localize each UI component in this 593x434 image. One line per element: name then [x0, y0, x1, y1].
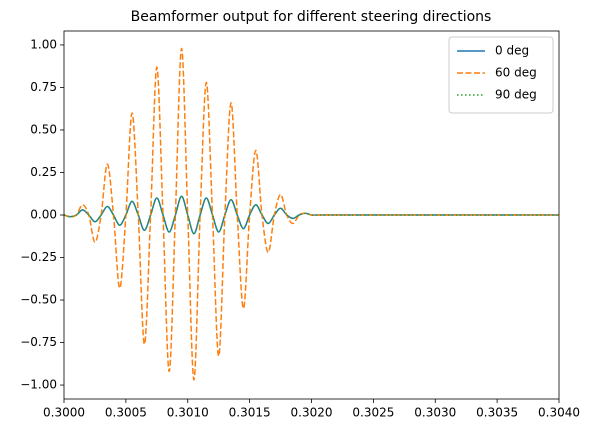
- series-line: [64, 47, 559, 381]
- y-tick-label: −0.25: [20, 250, 57, 264]
- x-tick-label: 0.3030: [414, 406, 456, 420]
- x-tick-label: 0.3015: [229, 406, 271, 420]
- x-tick-label: 0.3035: [476, 406, 518, 420]
- axes-frame: [63, 30, 560, 400]
- y-tick-label: −0.50: [20, 293, 57, 307]
- x-tick-label: 0.3000: [43, 406, 85, 420]
- legend-box: [448, 36, 554, 114]
- legend-label: 60 deg: [495, 66, 537, 80]
- x-tick-label: 0.3040: [538, 406, 580, 420]
- x-tick-label: 0.3025: [352, 406, 394, 420]
- y-tick-label: 0.25: [30, 165, 57, 179]
- chart-title: Beamformer output for different steering…: [131, 9, 492, 25]
- y-tick-label: 0.75: [30, 80, 57, 94]
- legend-label: 90 deg: [495, 88, 537, 102]
- y-tick-label: 0.00: [30, 208, 57, 222]
- plot-area: [64, 47, 559, 381]
- y-tick-label: −0.75: [20, 335, 57, 349]
- x-tick-label: 0.3010: [167, 406, 209, 420]
- x-tick-label: 0.3005: [105, 406, 147, 420]
- y-tick-label: 0.50: [30, 122, 57, 136]
- x-tick-label: 0.3020: [291, 406, 333, 420]
- series-line: [64, 195, 559, 235]
- y-tick-label: −1.00: [20, 378, 57, 392]
- y-tick-label: 1.00: [30, 37, 57, 51]
- legend-label: 0 deg: [495, 44, 529, 58]
